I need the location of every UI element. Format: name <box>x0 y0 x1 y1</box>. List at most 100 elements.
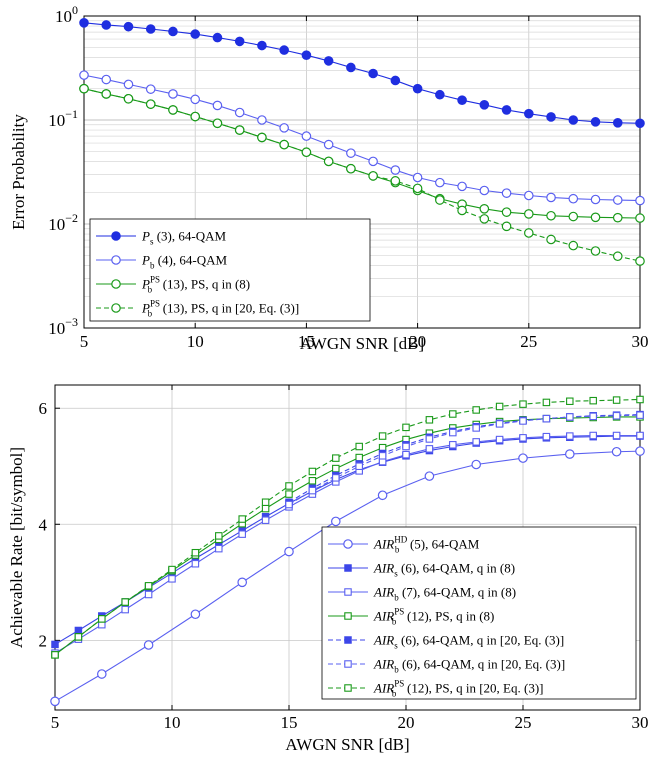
data-point-3 <box>635 256 645 266</box>
data-point-3 <box>390 176 401 186</box>
data-point-1 <box>51 640 59 649</box>
data-point-3 <box>279 139 289 150</box>
data-point-0 <box>611 446 622 457</box>
x-axis-label: AWGN SNR [dB] <box>300 334 424 353</box>
data-point-6 <box>215 532 223 540</box>
data-point-1 <box>590 194 601 205</box>
data-point-2 <box>636 431 644 440</box>
error-probability-chart: 5 10 15 20 25 30 100 10−1 10−2 10−3 AWGN SNR [dB] E… <box>9 3 649 353</box>
data-point-0 <box>412 83 423 94</box>
x-tick-label: 20 <box>409 332 426 351</box>
data-point-6 <box>355 442 363 451</box>
data-point-1 <box>368 156 378 167</box>
data-point-2 <box>612 431 621 440</box>
x-tick-label: 30 <box>632 332 649 351</box>
data-point-0 <box>97 669 107 679</box>
legend-label-a-1: Pb (4), 64-QAM <box>141 253 227 271</box>
data-point-2 <box>568 211 579 222</box>
x-tick-label: 10 <box>187 332 204 351</box>
data-point-2 <box>402 450 410 459</box>
data-point-2 <box>261 516 270 524</box>
data-point-1 <box>257 115 267 125</box>
data-point-3 <box>212 118 223 129</box>
data-point-2 <box>495 435 504 444</box>
data-point-0 <box>479 100 490 110</box>
x-axis-label: AWGN SNR [dB] <box>285 735 409 754</box>
data-point-2 <box>501 207 512 217</box>
legend-marker <box>344 588 352 596</box>
data-point-0 <box>635 446 645 456</box>
series-line-4 <box>288 414 641 503</box>
data-point-0 <box>190 29 200 39</box>
x-tick-label: 10 <box>164 713 181 732</box>
y-tick-label: 4 <box>39 515 48 534</box>
data-point-6 <box>402 423 410 432</box>
legend-marker <box>344 684 352 692</box>
data-point-0 <box>546 112 556 122</box>
achievable-rate-chart: 5 10 15 20 25 30 2 4 6 AWGN SNR [dB] Achievable Ra… <box>7 384 649 754</box>
legend-label-b-5: AIRb (6), 64-QAM, q in [20, Eq. (3)] <box>373 657 565 675</box>
legend: Ps (3), 64-QAM Pb (4), 64-QAM PPS b (13), P… <box>89 218 371 322</box>
data-point-3 <box>257 132 267 143</box>
data-point-5 <box>285 500 293 509</box>
data-point-0 <box>564 449 575 459</box>
data-point-6 <box>168 565 176 574</box>
data-point-6 <box>425 416 434 424</box>
series-line-3 <box>54 416 640 656</box>
x-tick-label: 5 <box>80 332 89 351</box>
legend-marker <box>344 660 352 668</box>
data-point-5 <box>495 420 504 428</box>
x-tick-label: 5 <box>51 713 60 732</box>
data-point-3 <box>435 195 445 205</box>
data-point-1 <box>479 185 490 196</box>
data-point-0 <box>390 75 401 86</box>
plot-frame <box>83 15 641 329</box>
data-point-1 <box>323 139 334 150</box>
data-point-6 <box>612 396 621 404</box>
data-point-2 <box>168 575 176 583</box>
data-point-0 <box>301 50 312 60</box>
data-point-5 <box>355 462 363 470</box>
y-tick-label: 6 <box>39 399 48 418</box>
data-point-0 <box>457 95 467 106</box>
data-point-3 <box>79 83 89 94</box>
series-line-6 <box>54 398 641 656</box>
data-point-2 <box>635 213 645 223</box>
data-point-3 <box>457 205 467 216</box>
data-point-2 <box>121 605 129 614</box>
data-point-3 <box>234 125 245 135</box>
data-point-0 <box>101 20 112 30</box>
data-point-3 <box>355 453 363 462</box>
series-line-1 <box>54 435 640 645</box>
series-line-0 <box>54 450 641 702</box>
data-point-1 <box>390 165 401 175</box>
data-point-1 <box>168 89 178 99</box>
legend-marker <box>344 564 352 572</box>
data-point-6 <box>98 615 106 623</box>
data-point-0 <box>123 21 134 32</box>
data-point-6 <box>191 548 200 557</box>
series-line-2 <box>83 88 641 219</box>
data-point-3 <box>479 214 490 224</box>
data-point-6 <box>636 395 644 404</box>
data-point-0 <box>168 26 178 37</box>
legend-marker <box>111 255 121 265</box>
data-point-5 <box>378 452 387 460</box>
data-point-2 <box>449 441 457 449</box>
data-point-5 <box>542 414 551 423</box>
data-point-5 <box>636 411 644 419</box>
data-point-5 <box>566 413 574 421</box>
data-point-0 <box>471 459 481 470</box>
data-point-6 <box>566 397 574 405</box>
data-point-1 <box>501 188 512 198</box>
data-point-3 <box>123 93 134 104</box>
data-point-2 <box>144 590 153 599</box>
data-point-6 <box>51 651 59 659</box>
y-tick-label: 10−2 <box>48 211 78 234</box>
data-point-3 <box>301 147 312 158</box>
legend-marker <box>343 539 353 549</box>
data-point-3 <box>145 99 156 109</box>
data-point-5 <box>402 442 410 451</box>
x-tick-label: 20 <box>398 713 415 732</box>
